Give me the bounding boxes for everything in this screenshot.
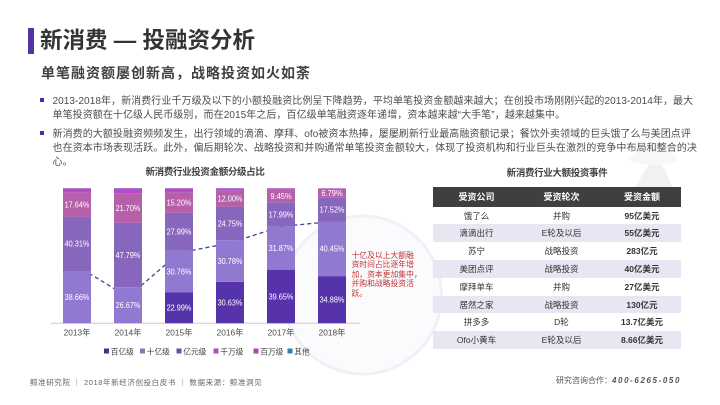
svg-text:2013年: 2013年 <box>64 328 91 338</box>
svg-text:31.87%: 31.87% <box>269 244 294 253</box>
svg-text:2014年: 2014年 <box>115 328 142 338</box>
svg-text:2016年: 2016年 <box>217 328 244 338</box>
svg-text:22.99%: 22.99% <box>167 304 192 313</box>
svg-text:39.65%: 39.65% <box>269 292 294 301</box>
svg-text:15.20%: 15.20% <box>167 198 192 207</box>
svg-text:38.66%: 38.66% <box>65 293 90 302</box>
svg-text:2017年: 2017年 <box>268 328 295 338</box>
svg-text:17.99%: 17.99% <box>269 210 294 219</box>
svg-text:47.79%: 47.79% <box>116 251 141 260</box>
svg-text:40.45%: 40.45% <box>320 245 345 254</box>
svg-text:24.75%: 24.75% <box>218 219 243 228</box>
svg-text:6.79%: 6.79% <box>321 189 342 198</box>
svg-text:2018年: 2018年 <box>319 328 346 338</box>
svg-text:30.63%: 30.63% <box>218 298 243 307</box>
svg-text:十亿级: 十亿级 <box>147 346 170 356</box>
svg-text:其他: 其他 <box>294 346 310 356</box>
svg-text:9.45%: 9.45% <box>270 192 291 201</box>
svg-text:34.88%: 34.88% <box>320 296 345 305</box>
svg-text:2015年: 2015年 <box>166 328 193 338</box>
svg-text:亿元级: 亿元级 <box>183 346 206 356</box>
svg-text:17.64%: 17.64% <box>65 201 90 210</box>
svg-text:30.78%: 30.78% <box>218 257 243 266</box>
svg-text:千万级: 千万级 <box>220 346 243 356</box>
svg-text:12.00%: 12.00% <box>218 195 243 204</box>
svg-text:17.52%: 17.52% <box>320 206 345 215</box>
svg-text:27.99%: 27.99% <box>167 228 192 237</box>
svg-text:百亿级: 百亿级 <box>111 346 134 356</box>
svg-text:21.70%: 21.70% <box>116 204 141 213</box>
svg-text:百万级: 百万级 <box>260 346 283 356</box>
svg-text:30.76%: 30.76% <box>167 267 192 276</box>
svg-text:26.67%: 26.67% <box>116 301 141 310</box>
svg-text:40.31%: 40.31% <box>65 240 90 249</box>
